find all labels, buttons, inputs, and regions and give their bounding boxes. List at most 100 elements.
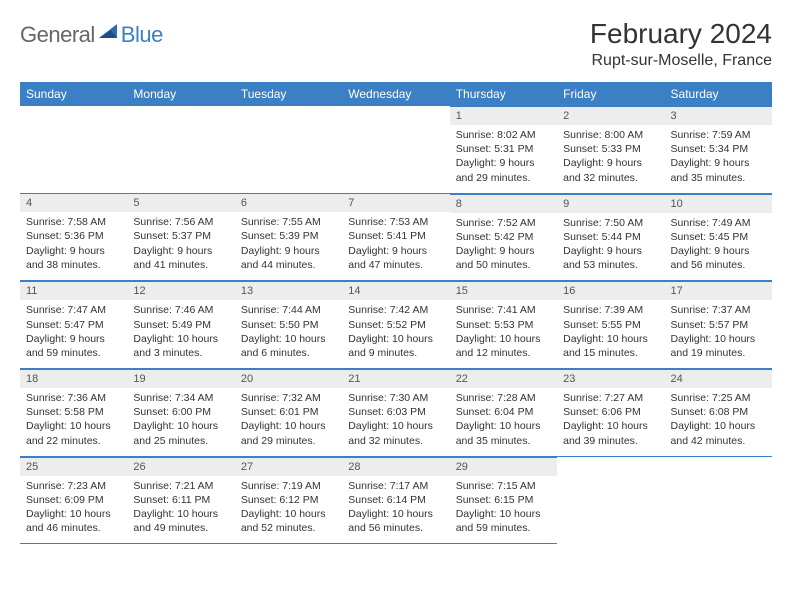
sunrise-line: Sunrise: 7:55 AM	[241, 215, 336, 229]
sunset-line: Sunset: 6:11 PM	[133, 493, 228, 507]
calendar-table: Sunday Monday Tuesday Wednesday Thursday…	[20, 82, 772, 544]
daylight-line: Daylight: 10 hours and 46 minutes.	[26, 507, 121, 535]
day-cell: 16Sunrise: 7:39 AMSunset: 5:55 PMDayligh…	[557, 281, 664, 369]
day-cell: 7Sunrise: 7:53 AMSunset: 5:41 PMDaylight…	[342, 193, 449, 281]
daylight-line: Daylight: 10 hours and 39 minutes.	[563, 419, 658, 447]
sunrise-line: Sunrise: 7:58 AM	[26, 215, 121, 229]
sunrise-line: Sunrise: 7:27 AM	[563, 391, 658, 405]
day-cell: 8Sunrise: 7:52 AMSunset: 5:42 PMDaylight…	[450, 193, 557, 281]
day-number: 6	[235, 193, 342, 212]
sunset-line: Sunset: 5:58 PM	[26, 405, 121, 419]
day-number: 24	[665, 369, 772, 388]
day-body: Sunrise: 7:59 AMSunset: 5:34 PMDaylight:…	[665, 125, 772, 193]
day-body: Sunrise: 7:19 AMSunset: 6:12 PMDaylight:…	[235, 476, 342, 544]
daylight-line: Daylight: 10 hours and 52 minutes.	[241, 507, 336, 535]
sunset-line: Sunset: 6:14 PM	[348, 493, 443, 507]
sunset-line: Sunset: 6:08 PM	[671, 405, 766, 419]
sunrise-line: Sunrise: 7:17 AM	[348, 479, 443, 493]
day-body: Sunrise: 7:53 AMSunset: 5:41 PMDaylight:…	[342, 212, 449, 280]
daylight-line: Daylight: 9 hours and 56 minutes.	[671, 244, 766, 272]
sunset-line: Sunset: 5:50 PM	[241, 318, 336, 332]
day-header-sun: Sunday	[20, 82, 127, 106]
sunrise-line: Sunrise: 7:46 AM	[133, 303, 228, 317]
daylight-line: Daylight: 10 hours and 59 minutes.	[456, 507, 551, 535]
sunset-line: Sunset: 5:45 PM	[671, 230, 766, 244]
day-number: 12	[127, 281, 234, 300]
sunrise-line: Sunrise: 7:37 AM	[671, 303, 766, 317]
day-body: Sunrise: 7:44 AMSunset: 5:50 PMDaylight:…	[235, 300, 342, 368]
daylight-line: Daylight: 10 hours and 56 minutes.	[348, 507, 443, 535]
daylight-line: Daylight: 9 hours and 53 minutes.	[563, 244, 658, 272]
sunset-line: Sunset: 5:49 PM	[133, 318, 228, 332]
day-body: Sunrise: 7:32 AMSunset: 6:01 PMDaylight:…	[235, 388, 342, 456]
sunset-line: Sunset: 5:42 PM	[456, 230, 551, 244]
daylight-line: Daylight: 9 hours and 47 minutes.	[348, 244, 443, 272]
day-cell	[557, 456, 664, 544]
day-cell: 21Sunrise: 7:30 AMSunset: 6:03 PMDayligh…	[342, 369, 449, 457]
day-body: Sunrise: 7:25 AMSunset: 6:08 PMDaylight:…	[665, 388, 772, 456]
logo-text-blue: Blue	[121, 22, 163, 48]
day-cell: 22Sunrise: 7:28 AMSunset: 6:04 PMDayligh…	[450, 369, 557, 457]
day-number: 22	[450, 369, 557, 388]
day-cell: 4Sunrise: 7:58 AMSunset: 5:36 PMDaylight…	[20, 193, 127, 281]
sunset-line: Sunset: 5:55 PM	[563, 318, 658, 332]
day-number: 9	[557, 194, 664, 213]
logo: General Blue	[20, 18, 163, 48]
day-number: 29	[450, 457, 557, 476]
day-cell: 13Sunrise: 7:44 AMSunset: 5:50 PMDayligh…	[235, 281, 342, 369]
daylight-line: Daylight: 10 hours and 42 minutes.	[671, 419, 766, 447]
sunset-line: Sunset: 6:09 PM	[26, 493, 121, 507]
sunrise-line: Sunrise: 7:39 AM	[563, 303, 658, 317]
sunrise-line: Sunrise: 7:34 AM	[133, 391, 228, 405]
week-row: 18Sunrise: 7:36 AMSunset: 5:58 PMDayligh…	[20, 369, 772, 457]
day-header-wed: Wednesday	[342, 82, 449, 106]
sunrise-line: Sunrise: 8:02 AM	[456, 128, 551, 142]
day-body: Sunrise: 7:15 AMSunset: 6:15 PMDaylight:…	[450, 476, 557, 544]
sunset-line: Sunset: 5:57 PM	[671, 318, 766, 332]
sunrise-line: Sunrise: 7:47 AM	[26, 303, 121, 317]
day-number: 26	[127, 457, 234, 476]
sunrise-line: Sunrise: 7:42 AM	[348, 303, 443, 317]
daylight-line: Daylight: 10 hours and 3 minutes.	[133, 332, 228, 360]
page-header: General Blue February 2024 Rupt-sur-Mose…	[20, 18, 772, 70]
day-cell: 3Sunrise: 7:59 AMSunset: 5:34 PMDaylight…	[665, 106, 772, 193]
location-label: Rupt-sur-Moselle, France	[590, 52, 772, 70]
daylight-line: Daylight: 10 hours and 6 minutes.	[241, 332, 336, 360]
daylight-line: Daylight: 9 hours and 38 minutes.	[26, 244, 121, 272]
sunset-line: Sunset: 6:12 PM	[241, 493, 336, 507]
day-number: 2	[557, 106, 664, 125]
sunrise-line: Sunrise: 7:49 AM	[671, 216, 766, 230]
daylight-line: Daylight: 10 hours and 32 minutes.	[348, 419, 443, 447]
day-cell: 5Sunrise: 7:56 AMSunset: 5:37 PMDaylight…	[127, 193, 234, 281]
day-cell: 12 Sunrise: 7:46 AMSunset: 5:49 PMDayligh…	[127, 281, 234, 369]
week-row: 1Sunrise: 8:02 AMSunset: 5:31 PMDaylight…	[20, 106, 772, 193]
day-body: Sunrise: 7:36 AMSunset: 5:58 PMDaylight:…	[20, 388, 127, 456]
day-number: 16	[557, 281, 664, 300]
day-number: 14	[342, 281, 449, 300]
day-body: Sunrise: 7:41 AMSunset: 5:53 PMDaylight:…	[450, 300, 557, 368]
sunrise-line: Sunrise: 7:44 AM	[241, 303, 336, 317]
daylight-line: Daylight: 10 hours and 29 minutes.	[241, 419, 336, 447]
day-header-tue: Tuesday	[235, 82, 342, 106]
sunset-line: Sunset: 5:39 PM	[241, 229, 336, 243]
day-number: 11	[20, 281, 127, 300]
day-cell	[235, 106, 342, 193]
sunrise-line: Sunrise: 7:25 AM	[671, 391, 766, 405]
sunrise-line: Sunrise: 7:32 AM	[241, 391, 336, 405]
day-body: Sunrise: 7:34 AMSunset: 6:00 PMDaylight:…	[127, 388, 234, 456]
day-cell: 28Sunrise: 7:17 AMSunset: 6:14 PMDayligh…	[342, 456, 449, 544]
sunset-line: Sunset: 5:34 PM	[671, 142, 766, 156]
sunrise-line: Sunrise: 7:59 AM	[671, 128, 766, 142]
day-cell: 2Sunrise: 8:00 AMSunset: 5:33 PMDaylight…	[557, 106, 664, 193]
sunset-line: Sunset: 5:31 PM	[456, 142, 551, 156]
sunset-line: Sunset: 5:37 PM	[133, 229, 228, 243]
day-body: Sunrise: 7:17 AMSunset: 6:14 PMDaylight:…	[342, 476, 449, 544]
day-cell: 14Sunrise: 7:42 AMSunset: 5:52 PMDayligh…	[342, 281, 449, 369]
sunrise-line: Sunrise: 7:53 AM	[348, 215, 443, 229]
logo-sail-icon	[97, 22, 119, 40]
day-body: Sunrise: 7:30 AMSunset: 6:03 PMDaylight:…	[342, 388, 449, 456]
day-cell	[20, 106, 127, 193]
sunrise-line: Sunrise: 7:21 AM	[133, 479, 228, 493]
day-cell: 24Sunrise: 7:25 AMSunset: 6:08 PMDayligh…	[665, 369, 772, 457]
daylight-line: Daylight: 9 hours and 59 minutes.	[26, 332, 121, 360]
